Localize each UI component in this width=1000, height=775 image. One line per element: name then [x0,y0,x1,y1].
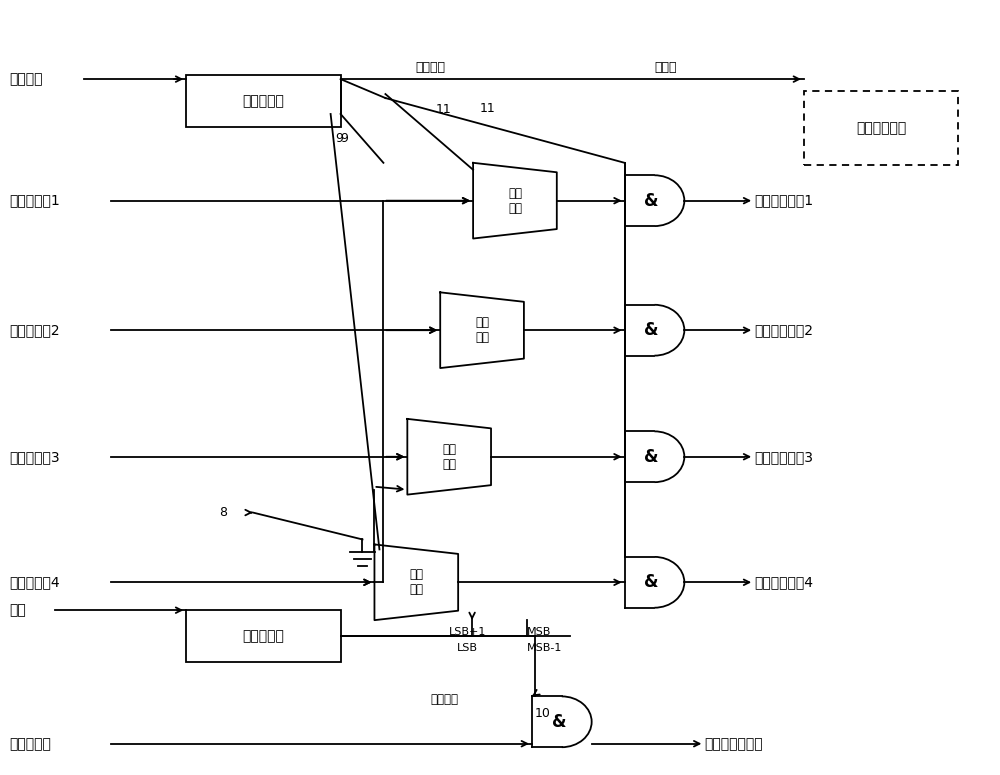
Text: 待译码数据: 待译码数据 [10,737,52,751]
Text: 标准化多项式4: 标准化多项式4 [754,575,813,589]
Text: 网格运算单元: 网格运算单元 [856,121,906,135]
Text: 多路
选择: 多路 选择 [475,316,489,344]
Text: 多路
选择: 多路 选择 [508,187,522,215]
Text: MSB: MSB [527,627,551,637]
Text: &: & [552,713,566,731]
Text: 多路
选择: 多路 选择 [442,443,456,470]
Text: 控制信号: 控制信号 [430,694,458,706]
Text: 标准化多项式1: 标准化多项式1 [754,194,813,208]
Text: 有限状态机: 有限状态机 [242,629,284,643]
Bar [186,610,341,662]
Text: 标准化多项式3: 标准化多项式3 [754,449,813,463]
Text: 约束多项式1: 约束多项式1 [10,194,61,208]
Text: 8: 8 [219,506,227,519]
Text: 标准化码字信息: 标准化码字信息 [704,737,763,751]
Text: 控制信号: 控制信号 [415,60,445,74]
Text: 标准化多项式2: 标准化多项式2 [754,323,813,337]
Text: &: & [644,321,659,339]
Text: 约束长度: 约束长度 [10,72,43,86]
Text: LSB: LSB [457,643,478,653]
Text: &: & [644,191,659,210]
Text: 10: 10 [535,708,551,720]
Text: &: & [644,448,659,466]
Text: 9: 9 [341,133,348,146]
Text: &: & [644,574,659,591]
Bar [804,91,958,165]
Text: LSB+1: LSB+1 [448,627,486,637]
Text: 约束多项式2: 约束多项式2 [10,323,60,337]
Text: 11: 11 [480,102,496,115]
Text: 码率: 码率 [10,603,27,617]
Text: 11: 11 [435,102,451,115]
Text: 约束多项式4: 约束多项式4 [10,575,60,589]
Text: 9: 9 [336,133,343,146]
Text: MSB-1: MSB-1 [527,643,562,653]
Text: 低八位: 低八位 [654,60,677,74]
Text: 有限状态机: 有限状态机 [242,94,284,108]
Text: 多路
选择: 多路 选择 [409,568,423,596]
Text: 约束多项式3: 约束多项式3 [10,449,60,463]
Bar [186,75,341,127]
